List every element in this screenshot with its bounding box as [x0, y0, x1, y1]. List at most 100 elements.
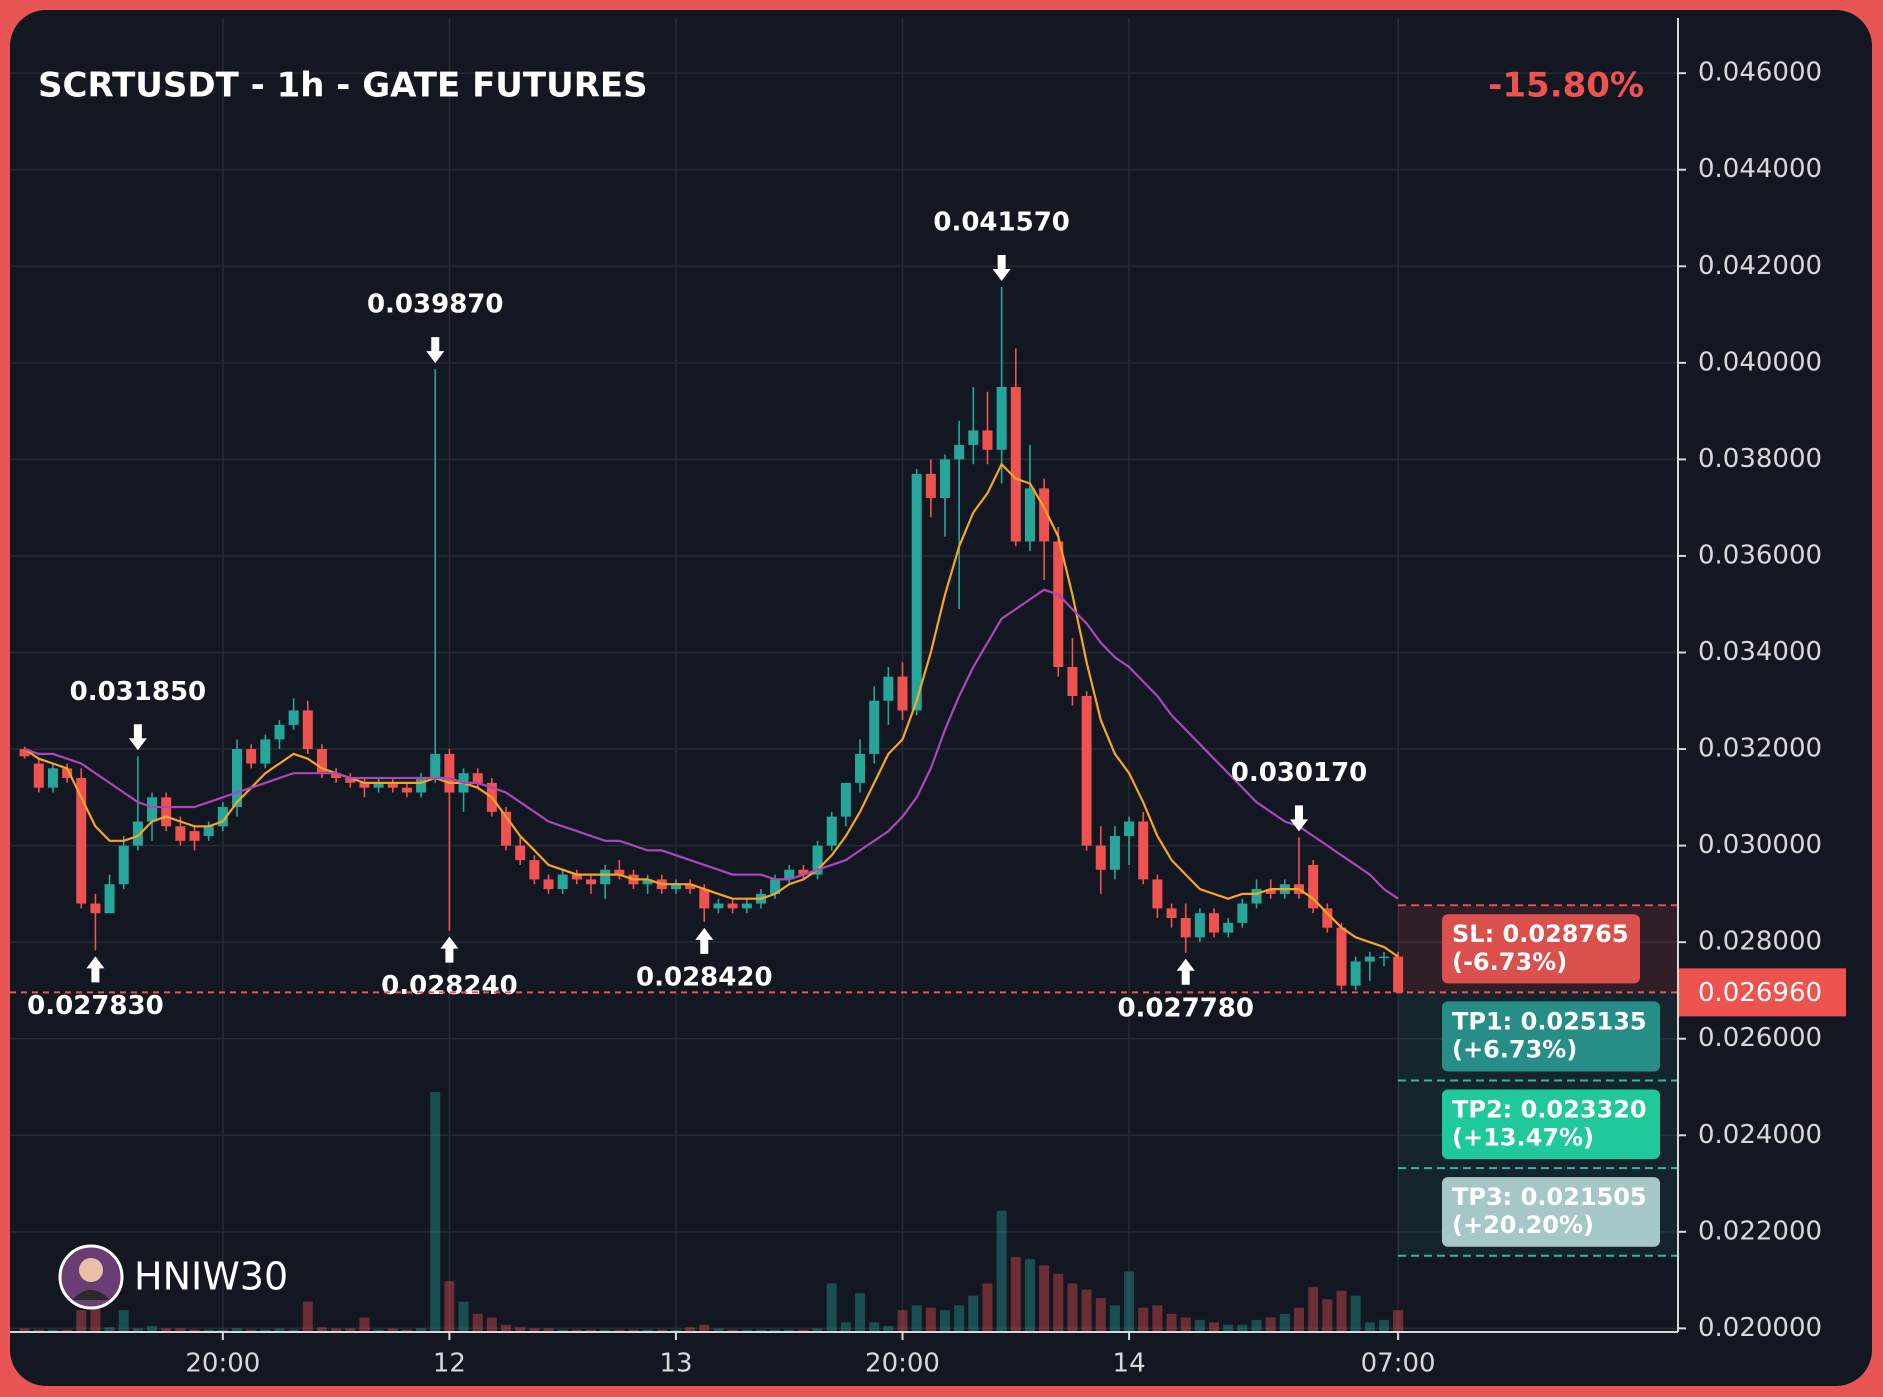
y-tick-label: 0.028000 [1698, 927, 1822, 957]
volume-bar [628, 1329, 639, 1332]
avatar-body [72, 1290, 110, 1300]
candle-body [1209, 913, 1220, 933]
candle-body [444, 753, 455, 793]
volume-bar [614, 1329, 625, 1332]
volume-bar [1251, 1319, 1262, 1332]
volume-bar [401, 1329, 412, 1332]
candle-body [1024, 488, 1035, 542]
volume-bar [1350, 1295, 1361, 1332]
candle-body [897, 676, 908, 711]
volume-bar [1152, 1305, 1163, 1332]
volume-bar [826, 1283, 837, 1332]
candle-body [331, 773, 342, 779]
last-price-label: 0.026960 [1698, 978, 1822, 1008]
candle-body [203, 826, 214, 836]
volume-bar [47, 1329, 58, 1332]
volume-bar [996, 1210, 1007, 1332]
candle-body [869, 700, 880, 754]
level-box [1442, 1001, 1660, 1072]
level-change: (+13.47%) [1452, 1123, 1594, 1151]
level-change: (+20.20%) [1452, 1211, 1594, 1239]
volume-bar [911, 1305, 922, 1332]
volume-bar [1039, 1265, 1050, 1332]
candle-body [1067, 666, 1078, 696]
volume-bar [954, 1305, 965, 1332]
candle-body [812, 845, 823, 875]
volume-bar [1294, 1307, 1304, 1332]
candle-body [62, 768, 73, 779]
volume-bar [260, 1329, 271, 1332]
annotation-label: 0.028240 [381, 971, 518, 1001]
candle-body [260, 739, 271, 764]
volume-bar [1237, 1324, 1248, 1332]
annotation-label: 0.028420 [636, 962, 773, 992]
avatar-face [79, 1258, 103, 1282]
volume-bar [331, 1328, 342, 1332]
volume-bar [1378, 1319, 1389, 1332]
volume-bar [472, 1313, 483, 1332]
volume-bar [982, 1283, 993, 1332]
volume-bar [1081, 1289, 1092, 1332]
volume-bar [869, 1322, 880, 1332]
candle-body [1237, 903, 1248, 923]
volume-bar [1393, 1310, 1404, 1332]
volume-bar [373, 1329, 384, 1332]
candle-body [784, 869, 795, 880]
candle-body [175, 826, 186, 841]
volume-bar [784, 1329, 795, 1332]
candle-body [1095, 845, 1106, 870]
volume-bar [699, 1324, 710, 1332]
volume-bar [1223, 1324, 1234, 1332]
annotation-label: 0.027780 [1117, 993, 1254, 1023]
volume-bar [1138, 1307, 1149, 1332]
candle-body [543, 879, 554, 890]
candle-body [1109, 835, 1120, 870]
candle-body [316, 749, 327, 774]
volume-bar [855, 1293, 866, 1332]
candle-body [1350, 961, 1361, 986]
volume-bar [345, 1328, 356, 1332]
volume-bar [1322, 1299, 1333, 1332]
volume-bar [217, 1329, 228, 1332]
candle-body [968, 430, 979, 445]
annotation-arrow [86, 956, 105, 983]
candle-body [642, 879, 653, 885]
x-tick-label: 20:00 [185, 1349, 260, 1379]
volume-bar [274, 1328, 285, 1332]
y-tick-label: 0.032000 [1698, 734, 1822, 764]
y-tick-label: 0.036000 [1698, 540, 1822, 570]
candle-body [571, 874, 582, 880]
candle-body [1251, 889, 1262, 904]
candle-body [472, 773, 483, 783]
candle-body [1081, 695, 1092, 846]
annotation-label: 0.039870 [367, 290, 504, 320]
volume-bar [430, 1092, 441, 1332]
volume-bar [1124, 1271, 1135, 1332]
annotation-label: 0.027830 [27, 991, 164, 1021]
y-tick-label: 0.040000 [1698, 347, 1822, 377]
y-tick-label: 0.042000 [1698, 251, 1822, 281]
volume-bar [1209, 1322, 1220, 1332]
volume-bar [76, 1310, 87, 1332]
candle-body [940, 459, 950, 499]
candle-body [713, 903, 724, 909]
volume-bar [501, 1324, 512, 1332]
volume-bar [1067, 1283, 1078, 1332]
candle-body [501, 811, 512, 846]
y-tick-label: 0.026000 [1698, 1023, 1822, 1053]
volume-bar [968, 1295, 979, 1332]
volume-bar [840, 1322, 851, 1332]
annotation-arrow [426, 337, 445, 364]
candle-body [826, 816, 837, 846]
x-tick-label: 07:00 [1361, 1349, 1436, 1379]
candle-body [90, 903, 101, 914]
candle-body [76, 778, 87, 904]
candle-body [416, 778, 427, 793]
level-box [1442, 1177, 1660, 1247]
volume-bar [359, 1317, 370, 1332]
candle-body [982, 430, 993, 450]
volume-bar [543, 1328, 554, 1332]
candle-body [387, 782, 398, 788]
